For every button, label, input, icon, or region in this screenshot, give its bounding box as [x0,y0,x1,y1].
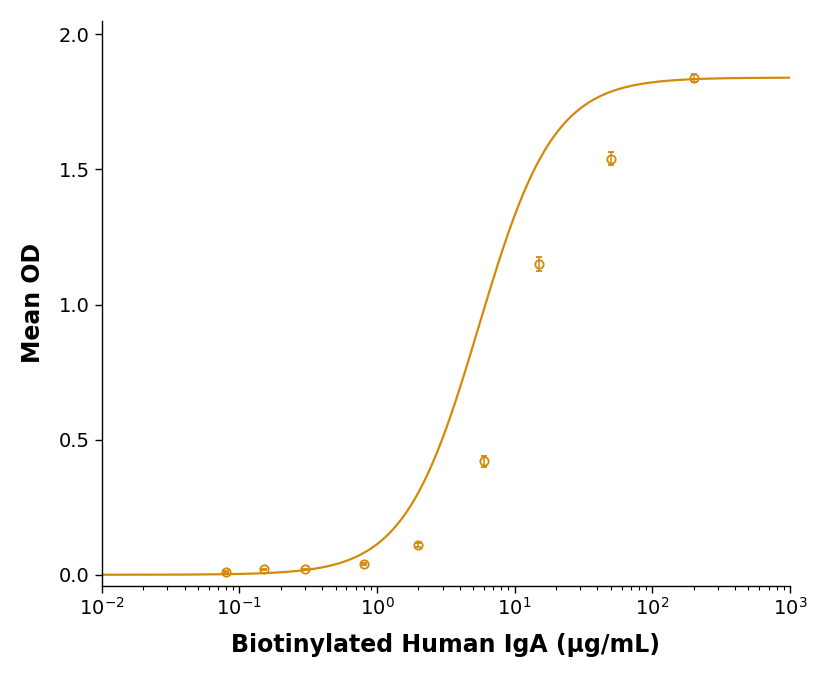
Y-axis label: Mean OD: Mean OD [21,243,45,363]
X-axis label: Biotinylated Human IgA (μg/mL): Biotinylated Human IgA (μg/mL) [231,633,659,657]
